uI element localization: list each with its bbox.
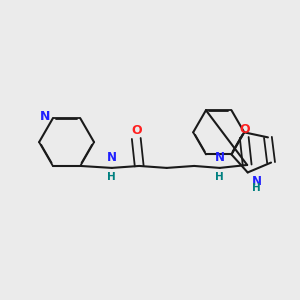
Text: H: H bbox=[252, 183, 260, 193]
Text: N: N bbox=[215, 151, 225, 164]
Text: O: O bbox=[131, 124, 142, 136]
Text: N: N bbox=[252, 176, 262, 188]
Text: H: H bbox=[215, 172, 224, 182]
Text: N: N bbox=[40, 110, 50, 123]
Text: O: O bbox=[239, 122, 250, 136]
Text: N: N bbox=[107, 151, 117, 164]
Text: H: H bbox=[107, 172, 116, 182]
